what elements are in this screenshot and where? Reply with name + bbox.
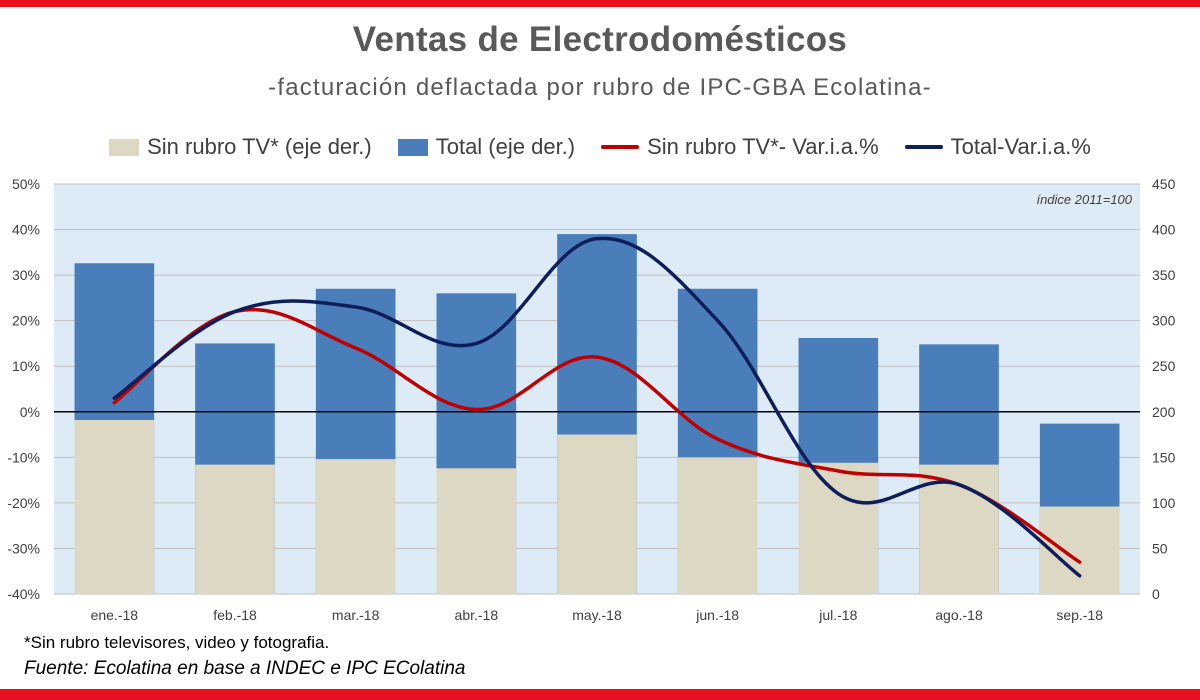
legend-swatch-sin-tv-bar bbox=[109, 138, 140, 156]
y-right-tick-label: 400 bbox=[1152, 222, 1176, 238]
line-total bbox=[112, 236, 1082, 578]
bar-sin-tv bbox=[436, 468, 517, 594]
y-right-tick-label: 150 bbox=[1152, 449, 1176, 465]
index-annotation: índice 2011=100 bbox=[1036, 192, 1132, 207]
legend: Sin rubro TV* (eje der.) Total (eje der.… bbox=[0, 134, 1200, 160]
x-tick-label: sep.-18 bbox=[1056, 607, 1103, 623]
y-right-tick-label: 350 bbox=[1152, 267, 1176, 283]
legend-item-total-line: Total-Var.i.a.% bbox=[904, 134, 1091, 160]
legend-item-sin-tv-bar: Sin rubro TV* (eje der.) bbox=[109, 134, 372, 160]
y-left-tick-label: -40% bbox=[7, 586, 40, 602]
bar-sin-tv bbox=[798, 462, 879, 594]
bar-sin-tv bbox=[74, 419, 155, 594]
source-note: Fuente: Ecolatina en base a INDEC e IPC … bbox=[24, 658, 466, 679]
x-tick-label: jun.-18 bbox=[695, 607, 739, 623]
top-frame-bar bbox=[0, 0, 1200, 7]
y-right-tick-label: 0 bbox=[1152, 586, 1160, 602]
y-left-tick-label: 50% bbox=[12, 176, 40, 192]
y-right-tick-label: 450 bbox=[1152, 176, 1176, 192]
bottom-frame-bar bbox=[0, 689, 1200, 700]
chart-subtitle: -facturación deflactada por rubro de IPC… bbox=[268, 74, 932, 101]
legend-label-sin-tv-bar: Sin rubro TV* (eje der.) bbox=[147, 134, 372, 159]
x-tick-label: ene.-18 bbox=[91, 607, 139, 623]
legend-item-sin-tv-line: Sin rubro TV*- Var.i.a.% bbox=[601, 134, 879, 160]
y-right-tick-label: 250 bbox=[1152, 358, 1176, 374]
x-tick-label: may.-18 bbox=[572, 607, 622, 623]
y-right-tick-label: 100 bbox=[1152, 495, 1176, 511]
y-left-tick-label: -30% bbox=[7, 540, 40, 556]
x-tick-label: ago.-18 bbox=[935, 607, 983, 623]
y-left-tick-label: 0% bbox=[20, 404, 40, 420]
y-left-tick-label: 10% bbox=[12, 358, 40, 374]
chart-svg: -40% -30% -20% -10% 0% 10% 20% 30% 40% 50% 0 50 100 1… bbox=[7, 176, 1176, 623]
legend-swatch-total-bar bbox=[397, 138, 428, 156]
y-right-tick-label: 300 bbox=[1152, 313, 1176, 329]
y-left-tick-label: 30% bbox=[12, 267, 40, 283]
footnote: *Sin rubro televisores, video y fotograf… bbox=[24, 633, 330, 652]
bar-sin-tv bbox=[677, 457, 758, 594]
y-left-tick-label: -20% bbox=[7, 495, 40, 511]
x-tick-label: abr.-18 bbox=[455, 607, 499, 623]
legend-label-total-bar: Total (eje der.) bbox=[435, 134, 576, 159]
legend-label-sin-tv-line: Sin rubro TV*- Var.i.a.% bbox=[647, 134, 879, 159]
bar-sin-tv bbox=[195, 464, 275, 594]
y-left-tick-label: 20% bbox=[12, 313, 40, 329]
y-left-tick-label: -10% bbox=[7, 449, 40, 465]
line-sin-tv bbox=[112, 307, 1082, 564]
y-right-tick-label: 50 bbox=[1152, 540, 1168, 556]
bar-sin-tv bbox=[315, 459, 396, 594]
legend-swatch-sin-tv-line bbox=[601, 145, 640, 149]
chart-title: Ventas de Electrodomésticos bbox=[352, 20, 848, 59]
bar-sin-tv bbox=[557, 434, 637, 594]
x-tick-label: mar.-18 bbox=[332, 607, 380, 623]
x-tick-label: jul.-18 bbox=[818, 607, 857, 623]
x-tick-label: feb.-18 bbox=[213, 607, 257, 623]
y-right-tick-label: 200 bbox=[1152, 404, 1176, 420]
legend-swatch-total-line bbox=[904, 145, 943, 149]
legend-label-total-line: Total-Var.i.a.% bbox=[950, 134, 1091, 159]
legend-item-total-bar: Total (eje der.) bbox=[397, 134, 576, 160]
y-left-tick-label: 40% bbox=[12, 222, 40, 238]
